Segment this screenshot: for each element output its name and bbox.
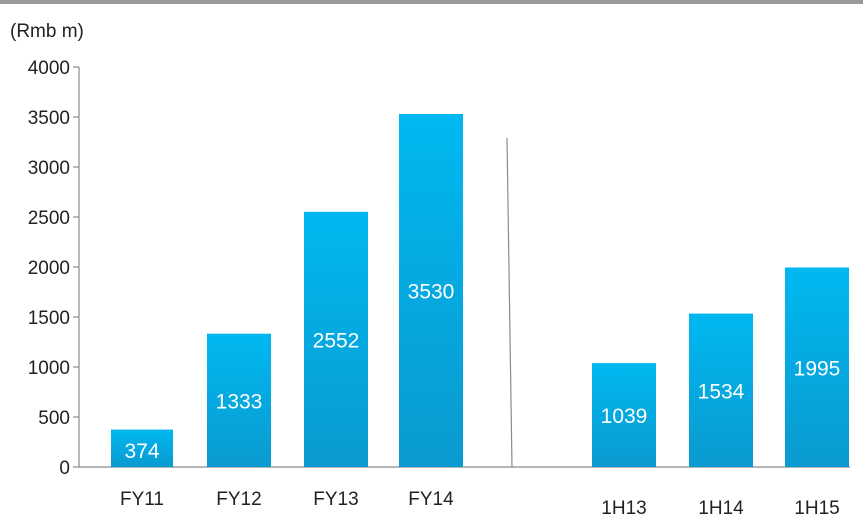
y-tick-label: 2000 xyxy=(28,258,70,279)
data-label-fy13: 2552 xyxy=(313,329,360,352)
bar-fy13 xyxy=(304,211,368,467)
data-label-1h15: 1995 xyxy=(794,357,841,380)
bar-fy14 xyxy=(399,114,463,467)
y-tick-label: 0 xyxy=(59,458,70,479)
y-tick-label: 500 xyxy=(38,408,70,429)
data-label-fy14: 3530 xyxy=(408,281,455,304)
bar-fy11 xyxy=(111,429,173,467)
bars xyxy=(111,114,849,467)
group-divider xyxy=(506,137,513,468)
y-axis-label: (Rmb m) xyxy=(10,21,84,42)
data-label-fy12: 1333 xyxy=(216,390,263,413)
x-tick-label-1h14: 1H14 xyxy=(698,498,744,518)
y-tick-label: 2500 xyxy=(28,208,70,229)
y-tick-label: 4000 xyxy=(28,58,70,79)
x-tick-label-fy11: FY11 xyxy=(120,489,164,510)
x-tick-label-1h15: 1H15 xyxy=(794,498,839,518)
y-tick-label: 3500 xyxy=(28,108,70,129)
data-label-1h13: 1039 xyxy=(601,405,648,428)
y-tick-label: 1000 xyxy=(28,358,70,379)
top-rule xyxy=(0,0,863,4)
x-tick-label-fy14: FY14 xyxy=(408,489,454,510)
x-tick-label-fy13: FY13 xyxy=(313,489,358,510)
bar-1h15 xyxy=(785,267,849,467)
x-tick-label-1h13: 1H13 xyxy=(601,498,646,518)
bar-fy12 xyxy=(207,333,271,467)
data-label-fy11: 374 xyxy=(124,440,159,463)
data-labels: 374 1333 2552 3530 1039 1534 1995 xyxy=(124,281,840,464)
bar-1h13 xyxy=(592,363,656,467)
x-tick-labels: FY11 FY12 FY13 FY14 1H13 1H14 1H15 xyxy=(120,489,840,518)
y-tick-label: 1500 xyxy=(28,308,70,329)
x-tick-label-fy12: FY12 xyxy=(216,489,261,510)
y-axis: 0 500 1000 1500 2000 2500 3000 3500 4000 xyxy=(28,58,80,479)
bar-1h14 xyxy=(689,313,753,467)
y-tick-label: 3000 xyxy=(28,158,70,179)
data-label-1h14: 1534 xyxy=(698,380,745,403)
